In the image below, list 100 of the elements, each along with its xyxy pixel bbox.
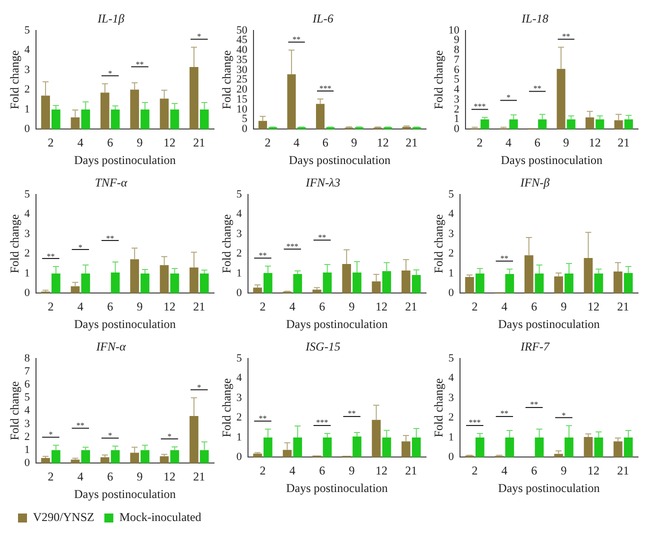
y-tick-label: 1 bbox=[454, 113, 460, 126]
y-tick-label: 1 bbox=[448, 431, 454, 444]
y-tick-label: 5 bbox=[242, 113, 248, 126]
x-tick-label: 9 bbox=[560, 464, 567, 478]
y-tick-label: 8 bbox=[454, 44, 460, 56]
x-tick-label: 12 bbox=[163, 470, 176, 484]
bar bbox=[505, 274, 514, 294]
x-tick-label: 4 bbox=[77, 136, 84, 150]
y-tick-label: 3 bbox=[236, 228, 242, 240]
y-tick-label: 2 bbox=[454, 103, 460, 116]
x-axis-title: Days postinoculation bbox=[500, 152, 603, 167]
bar bbox=[264, 273, 272, 294]
annotation: * bbox=[48, 430, 53, 440]
y-tick-label: 4 bbox=[454, 84, 460, 96]
y-tick-label: 3 bbox=[24, 228, 30, 240]
bar bbox=[293, 274, 302, 294]
y-tick-label: 0 bbox=[448, 287, 454, 300]
annotation: ** bbox=[348, 409, 356, 418]
x-tick-label: 12 bbox=[587, 300, 600, 314]
bar bbox=[52, 109, 60, 130]
annotation: * bbox=[562, 410, 566, 420]
bar bbox=[614, 441, 622, 458]
x-tick-label: 4 bbox=[77, 300, 84, 314]
y-tick-label: 2 bbox=[24, 84, 30, 96]
y-tick-label: 3 bbox=[24, 418, 30, 430]
x-tick-label: 9 bbox=[560, 300, 567, 314]
y-tick-label: 2 bbox=[236, 248, 242, 260]
bar bbox=[52, 273, 60, 294]
y-tick-label: 2 bbox=[448, 412, 454, 424]
y-tick-label: 0 bbox=[448, 451, 454, 464]
legend-label: Mock-inoculated bbox=[119, 510, 202, 524]
bar bbox=[614, 271, 622, 294]
x-tick-label: 12 bbox=[588, 136, 601, 150]
y-tick-label: 4 bbox=[448, 372, 454, 384]
bar bbox=[282, 450, 292, 458]
bar bbox=[322, 272, 332, 294]
x-tick-label: 12 bbox=[375, 300, 388, 314]
annotation: ** bbox=[530, 400, 538, 410]
bar bbox=[316, 104, 325, 130]
bar bbox=[382, 437, 392, 458]
x-tick-label: 2 bbox=[48, 300, 54, 314]
bar bbox=[110, 109, 120, 130]
x-tick-label: 4 bbox=[294, 136, 300, 150]
bar bbox=[110, 450, 120, 464]
y-tick-label: 7 bbox=[454, 54, 460, 66]
y-tick-label: 1 bbox=[236, 431, 242, 444]
x-tick-label: 9 bbox=[348, 300, 355, 314]
bar bbox=[594, 437, 604, 458]
x-axis-title: Days postinoculation bbox=[286, 316, 388, 331]
y-tick-label: 6 bbox=[24, 378, 30, 390]
bar bbox=[556, 68, 566, 130]
y-axis-title: Fold change bbox=[219, 50, 234, 110]
annotation: ** bbox=[258, 251, 267, 260]
y-tick-label: 4 bbox=[236, 208, 242, 220]
y-tick-label: 5 bbox=[24, 188, 30, 200]
x-tick-label: 2 bbox=[48, 470, 54, 484]
x-tick-label: 6 bbox=[107, 300, 114, 314]
y-tick-label: 1 bbox=[448, 267, 454, 280]
legend-label: V290/YNSZ bbox=[33, 510, 94, 524]
x-tick-label: 4 bbox=[77, 470, 84, 484]
annotation: ** bbox=[76, 421, 84, 430]
bar bbox=[200, 273, 209, 294]
x-tick-label: 6 bbox=[319, 464, 326, 478]
y-tick-label: 1 bbox=[236, 267, 242, 280]
bar bbox=[264, 437, 272, 458]
bar bbox=[624, 273, 633, 294]
x-tick-label: 12 bbox=[376, 136, 389, 150]
x-tick-label: 21 bbox=[193, 136, 206, 150]
bar bbox=[584, 437, 593, 458]
x-tick-label: 9 bbox=[351, 136, 358, 150]
y-axis-title: Fold change bbox=[7, 214, 22, 274]
x-tick-label: 21 bbox=[193, 300, 206, 314]
y-tick-label: 0 bbox=[236, 287, 242, 300]
x-tick-label: 9 bbox=[136, 470, 143, 484]
bar bbox=[170, 450, 180, 464]
x-tick-label: 2 bbox=[48, 136, 54, 150]
y-tick-label: 15 bbox=[236, 93, 248, 106]
y-tick-label: 4 bbox=[24, 44, 30, 56]
y-axis-title: Fold change bbox=[431, 214, 446, 274]
y-tick-label: 7 bbox=[24, 365, 30, 378]
bar bbox=[160, 456, 169, 464]
annotation: ** bbox=[533, 84, 542, 94]
x-tick-label: 2 bbox=[472, 300, 478, 314]
annotation: *** bbox=[316, 418, 328, 428]
y-tick-label: 0 bbox=[454, 123, 460, 136]
bar bbox=[70, 117, 80, 130]
x-tick-label: 6 bbox=[107, 470, 114, 484]
chart-title: IL-1β bbox=[96, 11, 124, 26]
y-axis-title: Fold change bbox=[219, 214, 234, 274]
annotation: * bbox=[506, 93, 511, 102]
chart-title: IL-6 bbox=[312, 11, 334, 26]
x-tick-label: 21 bbox=[193, 470, 206, 484]
y-tick-label: 9 bbox=[454, 34, 460, 46]
y-tick-label: 2 bbox=[24, 248, 30, 260]
x-tick-label: 9 bbox=[563, 136, 570, 150]
y-tick-label: 5 bbox=[236, 352, 242, 364]
annotation: * bbox=[167, 432, 172, 441]
bar bbox=[534, 437, 544, 458]
bar bbox=[322, 437, 332, 458]
bar bbox=[594, 273, 604, 294]
